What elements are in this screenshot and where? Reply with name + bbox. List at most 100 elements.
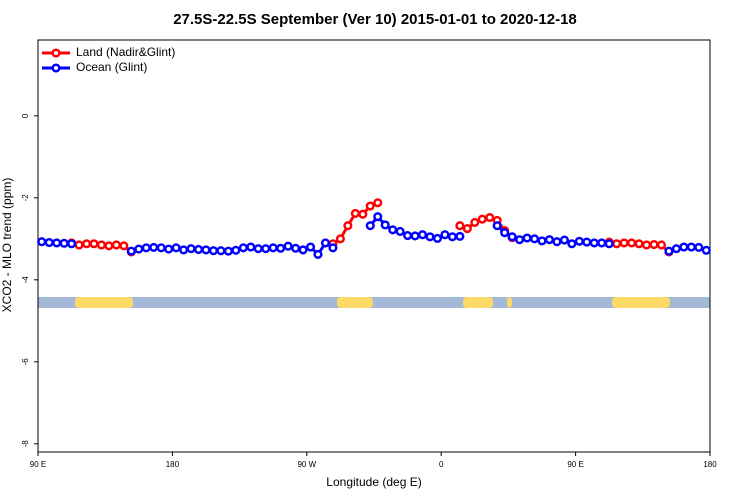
- data-point: [37, 237, 47, 247]
- x-tick-label: 180: [703, 460, 717, 469]
- data-point: [223, 246, 233, 256]
- x-axis-label: Longitude (deg E): [326, 475, 421, 489]
- data-point: [111, 240, 121, 250]
- data-point: [574, 236, 584, 246]
- data-point: [686, 242, 696, 252]
- legend-label: Ocean (Glint): [76, 60, 147, 74]
- data-point: [582, 237, 592, 247]
- data-point: [694, 242, 704, 252]
- data-point: [291, 243, 301, 253]
- data-point: [537, 236, 547, 246]
- data-point: [81, 239, 92, 249]
- data-point: [156, 243, 166, 253]
- data-point: [552, 237, 562, 247]
- data-point: [365, 221, 375, 231]
- data-point: [701, 245, 711, 255]
- x-tick-label: 180: [166, 460, 180, 469]
- data-point: [193, 244, 204, 255]
- data-point: [134, 244, 144, 254]
- data-point: [425, 232, 435, 242]
- data-point: [656, 240, 667, 250]
- data-point: [171, 243, 181, 253]
- data-point: [559, 235, 569, 245]
- legend-label: Land (Nadir&Glint): [76, 45, 175, 59]
- data-point: [440, 230, 450, 240]
- data-point: [388, 225, 398, 235]
- data-point: [373, 198, 383, 208]
- data-point: [328, 243, 338, 253]
- data-point: [179, 245, 189, 255]
- data-point: [96, 240, 107, 250]
- data-point: [276, 243, 286, 253]
- x-tick-label: 90 E: [567, 460, 583, 469]
- y-axis-label: XCO2 - MLO trend (ppm): [0, 178, 14, 313]
- land-band: [463, 297, 494, 308]
- data-point: [201, 245, 211, 255]
- data-point: [373, 212, 383, 222]
- y-tick-label: -4: [21, 276, 30, 284]
- data-point: [432, 233, 443, 243]
- data-point: [403, 230, 413, 241]
- data-point: [104, 241, 114, 251]
- data-point: [447, 232, 457, 242]
- data-point: [627, 238, 637, 248]
- data-point: [119, 241, 129, 251]
- data-point: [283, 241, 293, 251]
- data-point: [597, 238, 607, 248]
- data-point: [485, 212, 495, 223]
- plot-frame: [37, 39, 711, 453]
- data-point: [455, 231, 465, 241]
- y-tick-label: -8: [21, 440, 30, 448]
- x-tick-label: 90 W: [297, 460, 316, 469]
- data-point: [664, 246, 674, 256]
- data-point: [208, 246, 219, 256]
- data-point: [313, 249, 323, 259]
- data-point: [268, 243, 278, 253]
- chart-title: 27.5S-22.5S September (Ver 10) 2015-01-0…: [173, 11, 577, 28]
- data-point: [500, 228, 510, 238]
- data-point: [253, 244, 263, 254]
- data-point: [44, 237, 54, 248]
- legend-marker: [51, 63, 61, 73]
- data-point: [612, 239, 622, 249]
- data-point: [492, 221, 502, 231]
- data-point: [507, 232, 517, 242]
- data-point: [216, 246, 226, 256]
- y-tick-label: 0: [21, 113, 30, 118]
- data-point: [89, 239, 99, 249]
- data-point: [246, 242, 256, 252]
- data-point: [343, 221, 353, 231]
- data-point: [544, 235, 555, 245]
- land-band: [75, 297, 133, 308]
- data-point: [522, 233, 532, 243]
- data-point: [320, 238, 331, 248]
- data-point: [261, 244, 271, 254]
- data-point: [417, 230, 428, 240]
- data-point: [395, 226, 405, 236]
- data-point: [410, 231, 420, 241]
- data-point: [149, 242, 159, 252]
- data-point: [141, 243, 151, 253]
- data-point: [589, 238, 599, 248]
- data-point: [298, 245, 308, 255]
- data-point: [305, 242, 316, 252]
- data-point: [67, 239, 77, 249]
- data-point: [380, 220, 390, 230]
- data-point: [529, 234, 540, 244]
- data-point: [604, 239, 614, 249]
- data-point: [567, 239, 577, 249]
- y-tick-label: -2: [21, 194, 30, 202]
- x-tick-label: 90 E: [30, 460, 46, 469]
- data-point: [186, 244, 196, 254]
- data-point: [350, 208, 360, 218]
- data-point: [679, 242, 689, 252]
- data-point: [649, 240, 659, 250]
- land-band: [612, 297, 670, 308]
- data-point: [52, 238, 62, 248]
- data-point: [470, 217, 480, 227]
- data-point: [641, 240, 652, 250]
- data-point: [462, 224, 472, 234]
- data-point: [126, 246, 136, 256]
- data-point: [365, 201, 375, 211]
